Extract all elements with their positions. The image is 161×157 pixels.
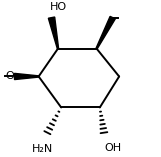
- Text: OH: OH: [104, 143, 121, 153]
- Polygon shape: [96, 16, 115, 49]
- Text: O: O: [5, 71, 14, 81]
- Text: HO: HO: [50, 2, 67, 12]
- Polygon shape: [14, 73, 39, 80]
- Polygon shape: [48, 17, 59, 49]
- Text: H₂N: H₂N: [32, 144, 53, 154]
